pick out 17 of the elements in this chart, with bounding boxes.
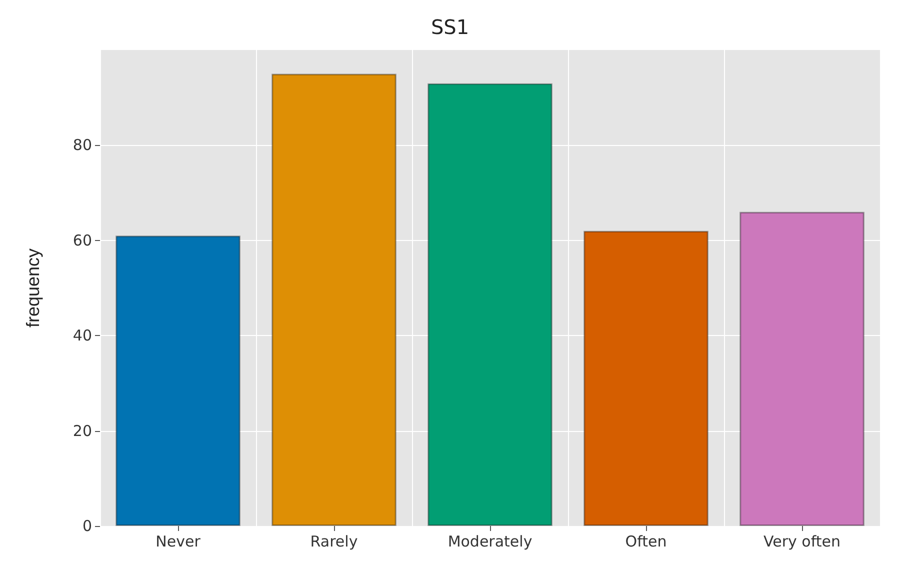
bar — [116, 236, 240, 526]
bar — [428, 83, 552, 526]
x-tick-label: Moderately — [448, 532, 532, 550]
x-tick-label: Never — [156, 532, 202, 550]
x-tick-label: Rarely — [310, 532, 358, 550]
y-tick-label: 20 — [72, 422, 92, 440]
x-tick-label: Very often — [764, 532, 840, 550]
bar — [272, 74, 396, 526]
chart-title: SS1 — [430, 15, 470, 39]
x-tick-label: Often — [625, 532, 667, 550]
y-tick-label: 80 — [72, 136, 92, 154]
y-axis-title: frequency — [23, 248, 43, 328]
y-tick-label: 40 — [72, 326, 92, 345]
bar — [584, 230, 708, 526]
y-tick-label: 0 — [82, 517, 92, 535]
bar — [740, 212, 864, 526]
y-tick-label: 60 — [72, 231, 92, 250]
